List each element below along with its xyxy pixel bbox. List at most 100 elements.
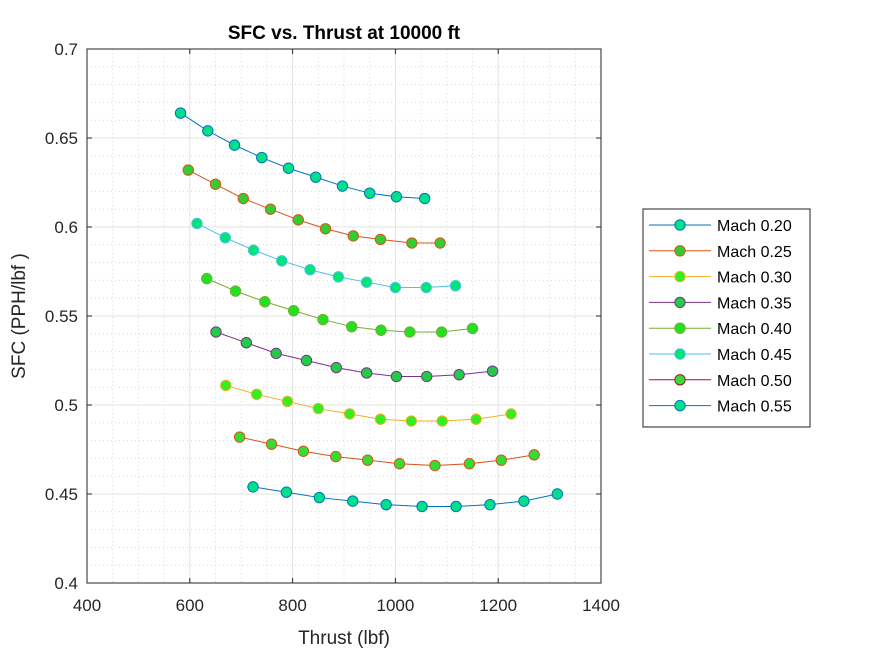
y-tick-label: 0.6	[54, 218, 78, 237]
data-point	[390, 370, 403, 383]
legend-entry: Mach 0.50	[649, 373, 792, 390]
legend-label: Mach 0.40	[717, 321, 792, 338]
legend-label: Mach 0.35	[717, 295, 792, 312]
data-point	[313, 491, 326, 504]
data-point	[405, 415, 418, 427]
x-tick-label: 1000	[376, 596, 414, 615]
data-point	[406, 237, 418, 249]
legend-label: Mach 0.25	[717, 244, 792, 261]
data-point	[346, 320, 358, 333]
legend-marker	[674, 296, 686, 309]
data-point	[276, 255, 288, 267]
legend-entry: Mach 0.20	[649, 218, 792, 235]
series-mach-0-30	[191, 217, 462, 294]
data-point	[450, 500, 462, 513]
data-point	[495, 454, 507, 466]
data-point	[404, 326, 416, 338]
y-tick-label: 0.4	[54, 574, 78, 593]
legend-label: Mach 0.20	[717, 218, 792, 235]
data-point	[220, 379, 232, 392]
x-axis-label: Thrust (lbf)	[298, 628, 390, 649]
data-point	[300, 354, 313, 367]
data-point	[374, 413, 387, 425]
data-point	[393, 458, 406, 470]
series-line	[206, 278, 473, 333]
data-point	[389, 281, 402, 294]
legend-marker	[674, 219, 686, 231]
data-point	[250, 388, 263, 401]
data-point	[191, 217, 203, 230]
data-point	[264, 203, 277, 215]
data-point	[360, 367, 373, 379]
data-point	[233, 431, 246, 443]
series-line	[196, 222, 456, 289]
data-point	[466, 322, 479, 335]
data-point	[259, 296, 271, 308]
series-mach-0-25	[182, 164, 446, 249]
data-point	[390, 191, 403, 203]
data-point	[361, 454, 374, 466]
data-point	[420, 281, 432, 294]
y-tick-label: 0.65	[45, 129, 78, 148]
series-line	[180, 112, 425, 200]
data-point	[347, 495, 359, 507]
legend-box	[642, 208, 811, 428]
data-point	[332, 271, 345, 283]
legend-label: Mach 0.45	[717, 347, 792, 364]
data-point	[310, 171, 322, 183]
data-point	[282, 162, 295, 174]
data-point	[174, 107, 187, 119]
x-tick-label: 1400	[582, 596, 620, 615]
legend-entry: Mach 0.25	[649, 244, 792, 261]
data-point	[265, 438, 278, 450]
data-point	[229, 285, 242, 297]
legend-label: Mach 0.30	[717, 270, 792, 287]
data-point	[330, 361, 342, 374]
y-tick-labels: 0.4 0.45 0.5 0.55 0.6 0.65 0.7	[45, 40, 78, 593]
data-point	[287, 304, 300, 317]
data-point	[434, 237, 446, 249]
y-tick-label: 0.7	[54, 40, 78, 59]
series-mach-0-20	[174, 107, 431, 205]
legend-marker	[674, 245, 686, 257]
data-point	[247, 244, 260, 256]
data-point	[518, 495, 530, 507]
data-point	[449, 280, 462, 292]
data-point	[436, 415, 448, 427]
data-point	[209, 178, 222, 190]
data-point	[470, 413, 482, 425]
data-point	[484, 498, 496, 511]
y-tick-label: 0.45	[45, 485, 78, 504]
data-point	[360, 276, 373, 288]
data-point	[312, 402, 324, 415]
data-point	[528, 449, 540, 461]
data-point	[280, 486, 293, 498]
data-point	[330, 450, 342, 463]
data-point	[336, 180, 349, 192]
x-tick-label: 1200	[479, 596, 517, 615]
data-point	[418, 192, 431, 205]
series-mach-0-40	[210, 326, 499, 383]
series-line	[215, 331, 493, 378]
legend-entry: Mach 0.35	[649, 295, 792, 312]
data-point	[429, 459, 441, 472]
data-point	[347, 230, 359, 242]
legend-marker	[674, 399, 686, 412]
data-point	[486, 365, 499, 377]
data-point	[416, 500, 428, 513]
legend-marker	[674, 374, 686, 386]
data-point	[551, 488, 564, 500]
data-point	[240, 337, 253, 349]
data-point	[210, 326, 222, 338]
legend-marker	[674, 322, 686, 334]
data-point	[237, 192, 249, 205]
legend-marker	[674, 348, 686, 360]
data-point	[364, 187, 376, 199]
data-point	[201, 272, 213, 285]
legend-entry: Mach 0.30	[649, 270, 792, 287]
series-layer	[174, 107, 564, 513]
x-tick-labels: 400 600 800 1000 1200 1400	[73, 596, 620, 615]
series-line	[252, 486, 558, 507]
series-mach-0-35	[201, 272, 479, 338]
series-line	[188, 169, 441, 244]
